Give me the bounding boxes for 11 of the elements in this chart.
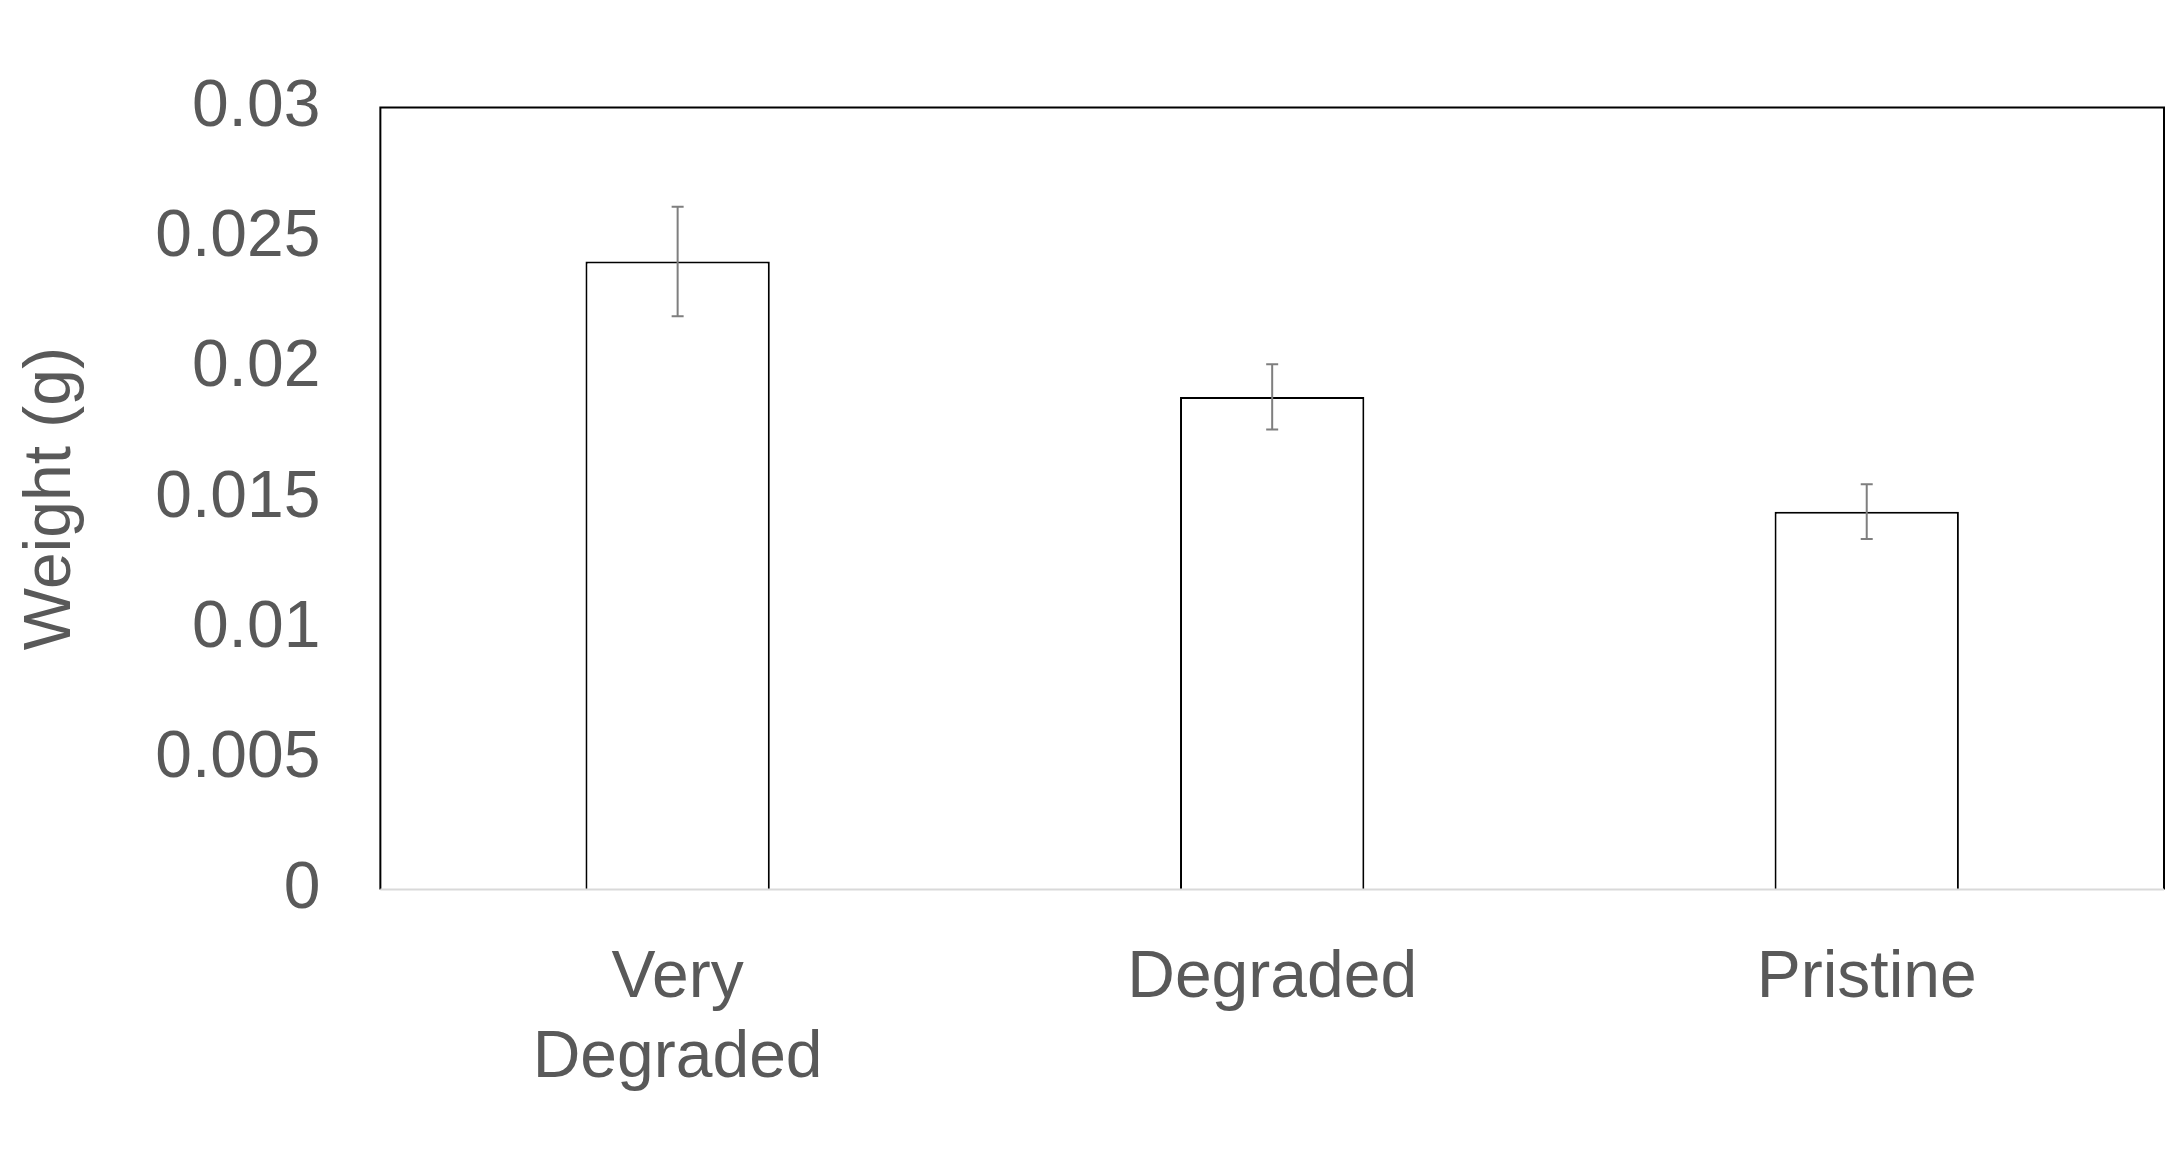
- y-tick-label: 0.025: [155, 196, 321, 271]
- y-axis-title: Weight (g): [9, 346, 84, 651]
- y-tick-label: 0: [283, 847, 321, 922]
- y-tick-label: 0.005: [155, 717, 321, 792]
- x-tick-label: Very Degraded: [532, 937, 823, 1091]
- x-tick-label: Pristine: [1756, 937, 1977, 1012]
- y-tick-label: 0.02: [191, 326, 321, 401]
- y-tick-label: 0.01: [191, 587, 321, 662]
- y-tick-label: 0.015: [155, 456, 321, 531]
- x-tick-label: Degraded: [1127, 937, 1418, 1012]
- y-tick-label: 0.03: [191, 65, 321, 140]
